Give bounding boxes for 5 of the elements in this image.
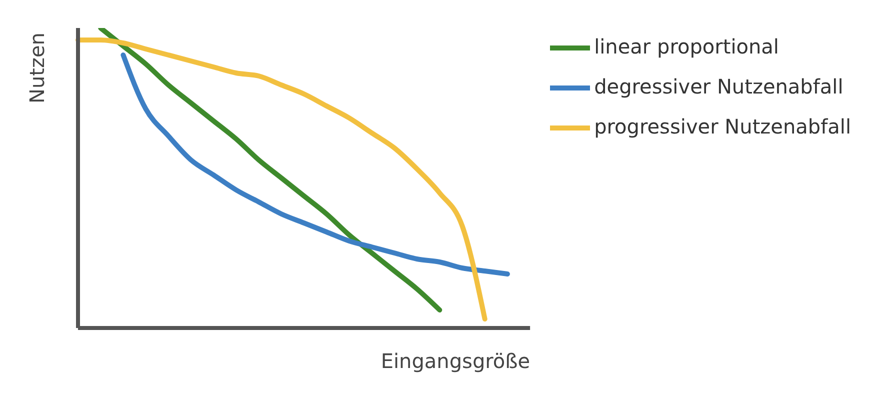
y-axis-title: Nutzen [25,32,50,104]
x-axis-title: Eingangsgröße [380,349,530,373]
legend-label: degressiver Nutzenabfall [594,74,844,98]
legend-label: linear proportional [594,34,779,58]
legend-label: progressiver Nutzenabfall [594,114,851,138]
